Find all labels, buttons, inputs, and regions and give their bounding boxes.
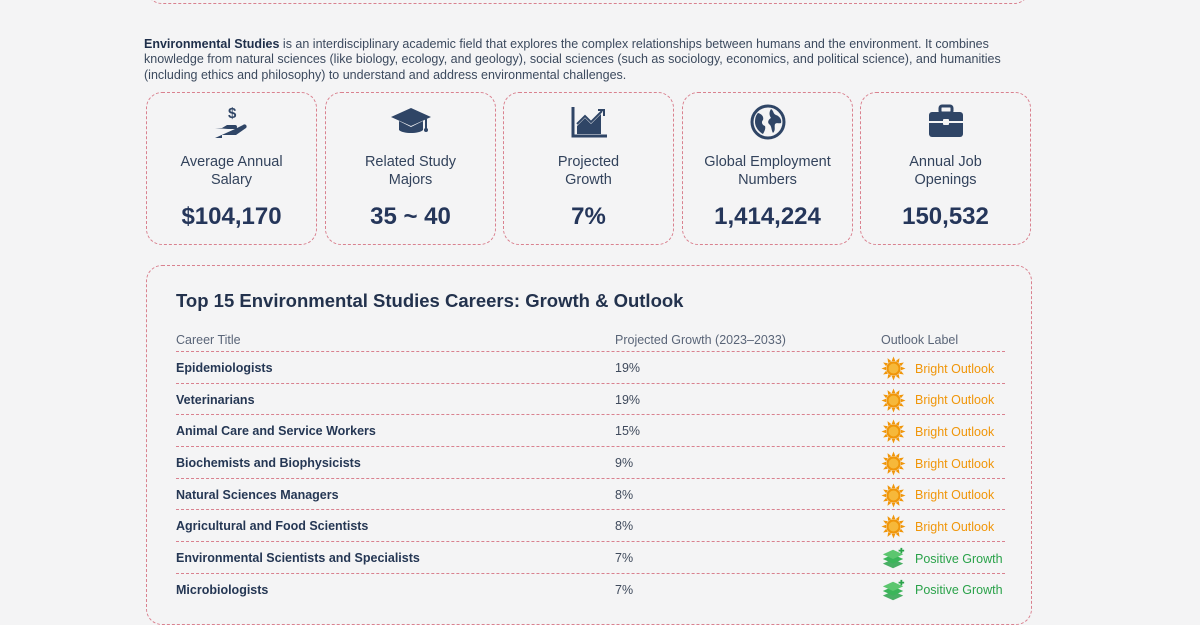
growth-layers-icon [881, 546, 906, 571]
stat-card-openings: Annual Job Openings 150,532 [860, 92, 1031, 245]
projected-growth: 7% [615, 551, 634, 566]
career-title: Natural Sciences Managers [176, 487, 339, 502]
table-row: Agricultural and Food Scientists 8% Bright… [176, 509, 1005, 541]
stat-card-salary: $ Average Annual Salary $104,170 [146, 92, 317, 245]
stat-card-employment: Global Employment Numbers 1,414,224 [682, 92, 853, 245]
outlook-label: Positive Growth [881, 546, 1003, 571]
table-row: Veterinarians 19% Bright Outlook [176, 382, 1005, 415]
projected-growth: 8% [615, 519, 634, 534]
sun-icon [881, 419, 906, 444]
sun-icon [881, 451, 906, 476]
outlook-text: Bright Outlook [915, 361, 995, 376]
stat-card-majors: Related Study Majors 35 ~ 40 [325, 92, 496, 245]
outlook-label: Bright Outlook [881, 356, 994, 381]
projected-growth: 19% [615, 392, 641, 407]
stat-label: Related Study Majors [364, 154, 457, 188]
stat-value: 35 ~ 40 [370, 203, 451, 230]
career-title: Epidemiologists [176, 361, 273, 375]
sun-icon [881, 388, 906, 413]
graduation-cap-icon [326, 104, 495, 140]
career-title: Veterinarians [176, 392, 255, 407]
table-row: Biochemists and Biophysicists 9% Bright Ou… [176, 446, 1005, 478]
stat-value: $104,170 [181, 203, 282, 230]
outlook-label: Bright Outlook [881, 514, 994, 539]
intro-text: is an interdisciplinary academic field t… [144, 36, 1001, 82]
career-title: Animal Care and Service Workers [176, 424, 376, 439]
growth-chart-icon [504, 104, 673, 140]
outlook-text: Bright Outlook [915, 488, 995, 503]
stat-card-growth: Projected Growth 7% [503, 92, 674, 245]
stat-value: 150,532 [902, 203, 989, 230]
career-title: Biochemists and Biophysicists [176, 456, 361, 471]
intro-paragraph: Environmental Studies is an interdiscipl… [144, 37, 1044, 84]
header-projected-growth: Projected Growth (2023–2033) [615, 333, 786, 347]
stat-label: Projected Growth [557, 154, 620, 188]
projected-growth: 7% [615, 582, 634, 597]
table-row: Epidemiologists 19% Bright Outlook [176, 351, 1005, 383]
header-career-title: Career Title [176, 333, 241, 347]
sun-icon [881, 356, 906, 381]
stat-value: 7% [571, 203, 606, 230]
salary-hand-icon: $ [147, 104, 316, 140]
stat-label: Global Employment Numbers [704, 154, 831, 188]
sun-icon [881, 514, 906, 539]
briefcase-icon [861, 104, 1030, 140]
projected-growth: 15% [615, 424, 641, 439]
outlook-text: Positive Growth [915, 551, 1003, 566]
outlook-label: Bright Outlook [881, 451, 994, 476]
outlook-text: Bright Outlook [915, 424, 995, 439]
table-row: Environmental Scientists and Specialists… [176, 541, 1005, 573]
svg-text:$: $ [228, 105, 237, 122]
career-title: Environmental Scientists and Specialists [176, 551, 420, 566]
outlook-label: Bright Outlook [881, 419, 994, 444]
projected-growth: 9% [615, 456, 634, 471]
growth-layers-icon [881, 578, 906, 603]
career-title: Agricultural and Food Scientists [176, 519, 369, 534]
table-row: Natural Sciences Managers 8% Bright Outloo… [176, 477, 1005, 510]
previous-section-border [146, 0, 1030, 4]
table-row: Animal Care and Service Workers 15% Bright… [176, 414, 1005, 446]
table-row: Microbiologists 7% Positive Growth [176, 572, 1005, 605]
stat-label: Annual Job Openings [909, 154, 982, 188]
globe-icon [683, 104, 852, 140]
intro-subject: Environmental Studies [144, 36, 280, 51]
projected-growth: 8% [615, 487, 634, 502]
outlook-text: Bright Outlook [915, 456, 995, 471]
table-title: Top 15 Environmental Studies Careers: Gr… [176, 290, 684, 311]
careers-table-card: Top 15 Environmental Studies Careers: Gr… [146, 265, 1032, 625]
outlook-text: Positive Growth [915, 583, 1003, 598]
outlook-text: Bright Outlook [915, 393, 995, 408]
outlook-label: Bright Outlook [881, 388, 994, 413]
outlook-label: Bright Outlook [881, 483, 994, 508]
header-outlook-label: Outlook Label [881, 333, 959, 347]
stat-value: 1,414,224 [714, 203, 821, 230]
outlook-label: Positive Growth [881, 578, 1003, 603]
career-title: Microbiologists [176, 582, 269, 597]
stat-label: Average Annual Salary [180, 154, 283, 188]
outlook-text: Bright Outlook [915, 519, 995, 534]
careers-table-body: Epidemiologists 19% Bright Outlook Veterina… [176, 351, 1005, 605]
projected-growth: 19% [615, 361, 641, 375]
sun-icon [881, 483, 906, 508]
